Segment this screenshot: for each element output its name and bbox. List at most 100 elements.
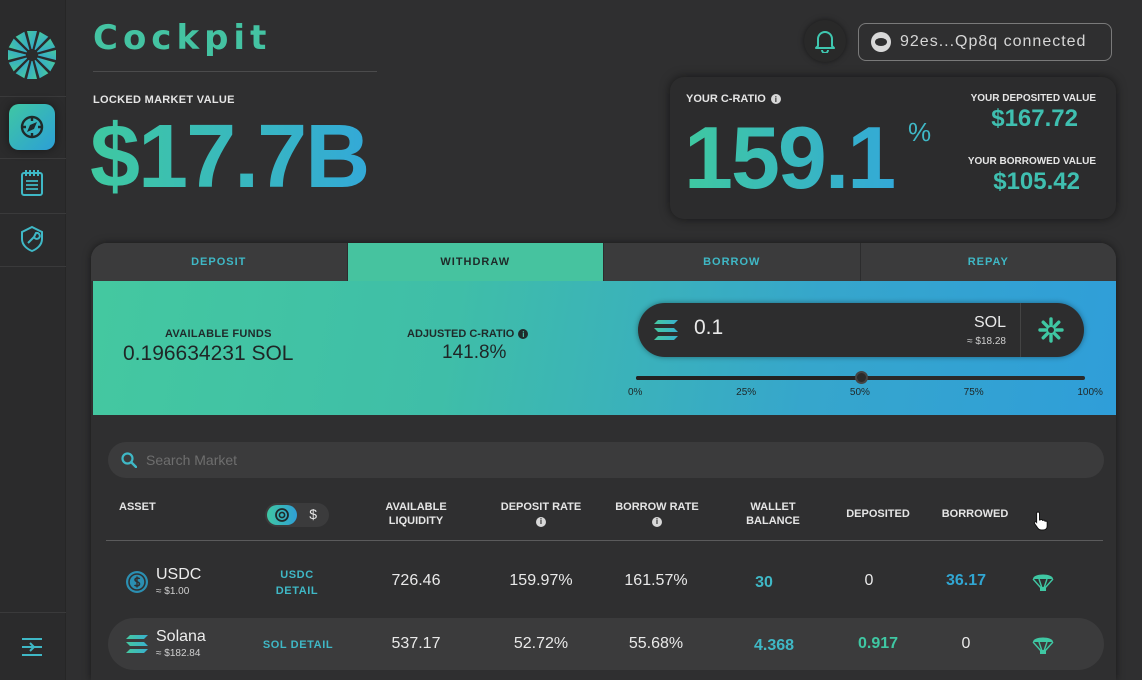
borrowed-value: $105.42: [993, 168, 1080, 195]
wallet-label: 92es...Qp8q connected: [900, 33, 1087, 50]
table-row-usdc[interactable]: USDC ≈ $1.00 USDC DETAIL 726.46 159.97% …: [108, 556, 1104, 608]
available-liquidity-cell: 726.46: [391, 572, 441, 589]
slider-tick[interactable]: 100%: [1077, 387, 1103, 398]
notepad-icon: [21, 170, 43, 196]
column-header-available-liquidity: AVAILABLE LIQUIDITY: [385, 501, 447, 527]
amount-input[interactable]: [694, 316, 894, 340]
toggle-token-option[interactable]: [267, 505, 297, 525]
slider-tick[interactable]: 0%: [628, 387, 643, 398]
locked-market-value: $17.7B: [90, 107, 370, 207]
coin-icon: [275, 508, 289, 522]
slider-fill: [636, 376, 861, 380]
page-title: Cockpit: [93, 18, 272, 58]
amount-usd: ≈ $18.28: [967, 336, 1006, 347]
cockpit-logo-icon[interactable]: [6, 29, 58, 81]
borrow-rate-cell: 161.57%: [624, 572, 688, 589]
sidebar-divider: [0, 96, 66, 97]
amount-field: SOL ≈ $18.28: [638, 303, 1084, 357]
search-bar: [108, 442, 1104, 478]
tab-borrow[interactable]: BORROW: [604, 243, 861, 281]
sidebar-item-tools[interactable]: [9, 216, 55, 262]
table-row-solana[interactable]: Solana ≈ $182.84 SOL DETAIL 537.17 52.72…: [108, 618, 1104, 670]
available-liquidity-cell: 537.17: [391, 635, 441, 652]
asset-name: USDC: [156, 566, 202, 583]
available-funds-label: AVAILABLE FUNDS: [165, 328, 272, 340]
borrowed-cell: 0: [961, 635, 971, 652]
adjusted-c-ratio-value: 141.8%: [442, 342, 507, 363]
slider-tick[interactable]: 25%: [736, 387, 757, 398]
usdc-icon: [126, 571, 148, 593]
slider-ticks: 0% 25% 50% 75% 100%: [628, 387, 1103, 398]
parachute-icon[interactable]: [1032, 570, 1054, 592]
usdc-detail-link[interactable]: USDC DETAIL: [275, 569, 319, 597]
max-button-asterisk-icon[interactable]: [1036, 315, 1066, 345]
c-ratio-value: 159.1: [684, 108, 896, 207]
action-tabs: DEPOSIT WITHDRAW BORROW REPAY: [91, 243, 1116, 281]
sidebar-divider: [0, 158, 66, 159]
amount-token: SOL: [973, 314, 1006, 331]
column-header-borrow-rate-text: BORROW RATE: [615, 501, 699, 513]
info-icon[interactable]: i: [518, 329, 529, 339]
c-ratio-label-text: YOUR C-RATIO: [686, 93, 766, 105]
asset-name: Solana: [156, 628, 206, 645]
asset-price: ≈ $1.00: [156, 586, 190, 597]
tab-withdraw[interactable]: WITHDRAW: [347, 243, 604, 281]
deposited-cell: 0: [864, 572, 874, 589]
column-header-wallet-balance: WALLET BALANCE: [746, 501, 800, 527]
borrow-rate-cell: 55.68%: [628, 635, 684, 652]
parachute-icon[interactable]: [1032, 633, 1054, 655]
wallet-avatar-icon: [871, 32, 891, 52]
info-icon[interactable]: i: [652, 517, 662, 527]
toggle-usd-option[interactable]: $: [309, 506, 317, 522]
tab-repay[interactable]: REPAY: [860, 243, 1116, 281]
solana-icon: [654, 320, 678, 340]
hand-pointer-icon: [1033, 511, 1048, 531]
search-input[interactable]: [146, 452, 1046, 468]
sidebar-divider: [0, 612, 66, 613]
asset-price: ≈ $182.84: [156, 648, 201, 659]
adjusted-c-ratio-label-text: ADJUSTED C-RATIO: [407, 328, 515, 340]
tab-deposit[interactable]: DEPOSIT: [91, 243, 348, 281]
deposited-value: $167.72: [991, 105, 1078, 132]
borrowed-cell: 36.17: [945, 572, 987, 589]
info-icon[interactable]: i: [536, 517, 546, 527]
borrowed-value-label: YOUR BORROWED VALUE: [967, 156, 1096, 167]
sidebar-divider: [0, 266, 66, 267]
c-ratio-unit: %: [908, 117, 932, 147]
deposited-cell: 0.917: [857, 635, 899, 652]
column-header-deposit-rate: DEPOSIT RATE i: [491, 500, 591, 528]
currency-toggle[interactable]: $: [265, 503, 329, 527]
c-ratio-label: YOUR C-RATIO i: [686, 93, 781, 105]
notifications-button[interactable]: [804, 20, 846, 62]
column-header-asset: ASSET: [119, 501, 156, 513]
slider-tick[interactable]: 75%: [963, 387, 984, 398]
deposit-rate-cell: 159.97%: [509, 572, 573, 589]
available-funds-value: 0.196634231 SOL: [123, 342, 294, 365]
slider-tick[interactable]: 50%: [849, 387, 870, 398]
solana-icon: [126, 635, 148, 653]
locked-market-value-label: LOCKED MARKET VALUE: [93, 94, 235, 106]
amount-slider[interactable]: [636, 371, 1085, 384]
wrench-shield-icon: [21, 225, 43, 253]
info-icon[interactable]: i: [770, 94, 781, 104]
column-header-borrowed: BORROWED: [941, 508, 1009, 520]
sol-detail-link[interactable]: SOL DETAIL: [262, 639, 334, 651]
deposited-value-label: YOUR DEPOSITED VALUE: [970, 93, 1096, 104]
sidebar-divider: [0, 213, 66, 214]
title-underline: [93, 71, 377, 72]
slider-handle[interactable]: [854, 371, 868, 384]
market-panel: DEPOSIT WITHDRAW BORROW REPAY AVAILABLE …: [91, 243, 1116, 680]
column-header-deposit-rate-text: DEPOSIT RATE: [500, 501, 582, 513]
withdraw-form: AVAILABLE FUNDS 0.196634231 SOL ADJUSTED…: [93, 281, 1116, 415]
sidebar: [0, 0, 66, 680]
wallet-connect-button[interactable]: 92es...Qp8q connected: [858, 23, 1112, 61]
expand-sidebar-icon[interactable]: [20, 635, 44, 659]
column-header-deposited: DEPOSITED: [846, 508, 910, 520]
adjusted-c-ratio-label: ADJUSTED C-RATIO i: [407, 328, 529, 340]
compass-icon: [20, 115, 44, 139]
c-ratio-card: YOUR C-RATIO i 159.1 % YOUR DEPOSITED VA…: [670, 77, 1116, 219]
deposit-rate-cell: 52.72%: [513, 635, 569, 652]
sidebar-item-cockpit[interactable]: [9, 104, 55, 150]
wallet-balance-cell: 30: [755, 574, 773, 591]
sidebar-item-notes[interactable]: [9, 160, 55, 206]
